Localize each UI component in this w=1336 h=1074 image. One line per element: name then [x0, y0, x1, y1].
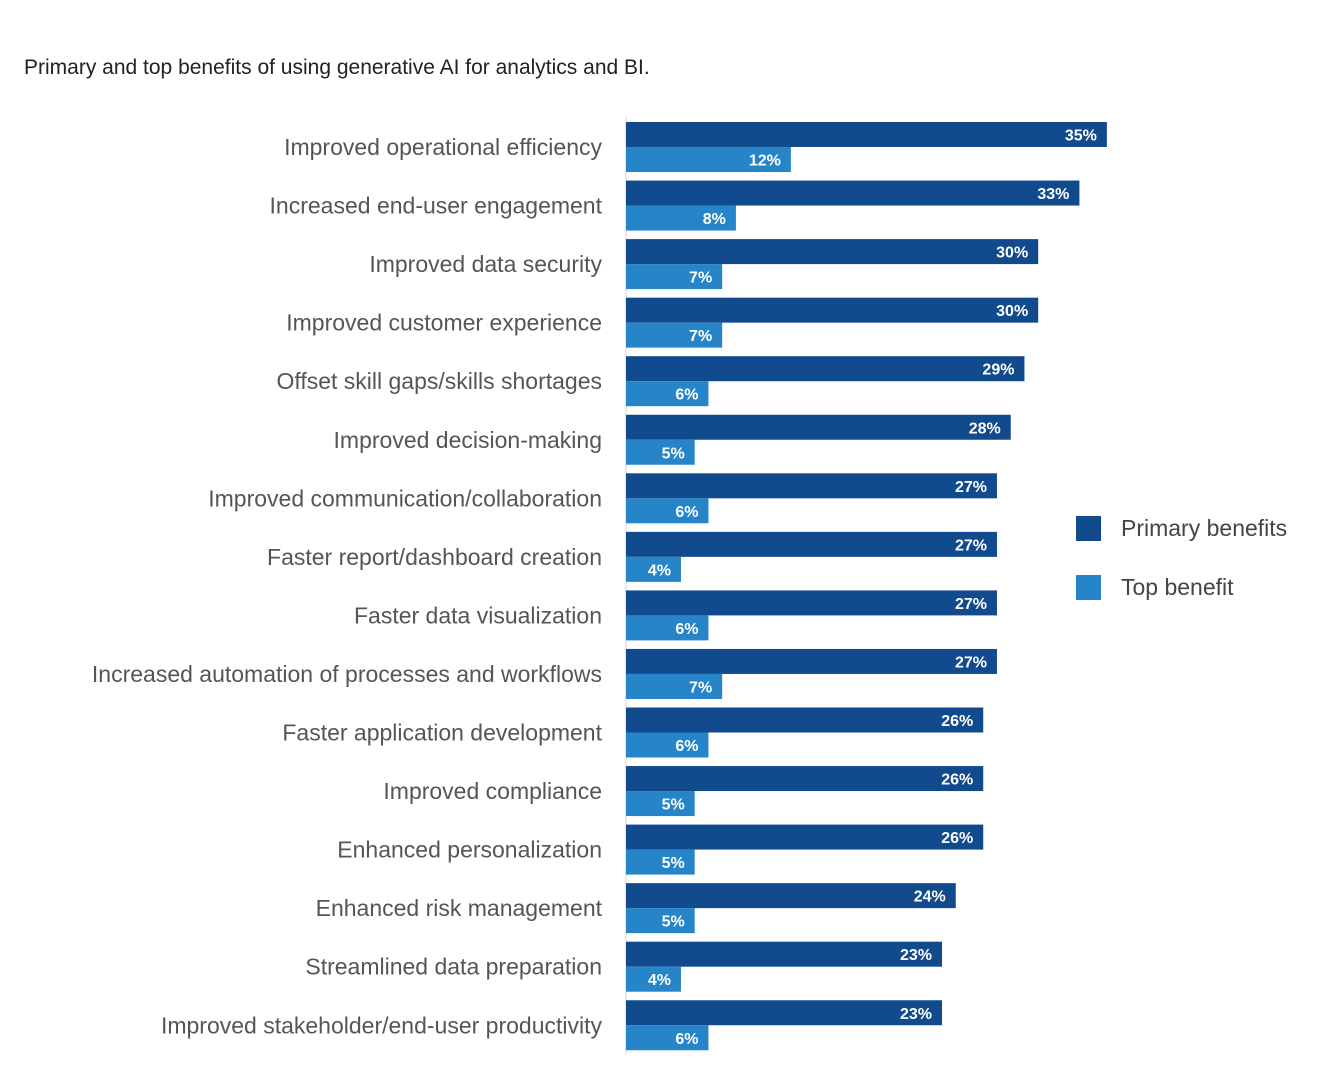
bar-primary-benefits-faster-report-dashboard-creation	[626, 531, 997, 557]
bar-top-benefit-offset-skill-gaps-skills-shortages	[626, 381, 709, 407]
value-label-top-benefit-improved-data-security: 7%	[689, 270, 712, 287]
category-label-faster-report-dashboard-creation: Faster report/dashboard creation	[267, 544, 602, 570]
category-label-improved-stakeholder-end-user-productivity: Improved stakeholder/end-user productivi…	[161, 1012, 603, 1038]
bar-top-benefit-faster-report-dashboard-creation	[626, 556, 681, 582]
value-label-top-benefit-faster-application-development: 6%	[675, 738, 698, 755]
value-label-top-benefit-improved-operational-efficiency: 12%	[749, 153, 781, 170]
value-label-top-benefit-improved-stakeholder-end-user-productivity: 6%	[675, 1031, 698, 1048]
bar-primary-benefits-improved-customer-experience	[626, 297, 1039, 323]
legend-label-top: Top benefit	[1121, 573, 1234, 600]
category-label-improved-communication-collaboration: Improved communication/collaboration	[208, 485, 602, 511]
category-label-improved-compliance: Improved compliance	[383, 778, 602, 804]
legend-swatch-primary	[1076, 515, 1101, 541]
bar-top-benefit-enhanced-personalization	[626, 849, 695, 875]
value-label-top-benefit-streamlined-data-preparation: 4%	[648, 972, 671, 989]
bar-primary-benefits-improved-decision-making	[626, 414, 1011, 440]
value-label-top-benefit-enhanced-risk-management: 5%	[662, 914, 685, 931]
category-label-improved-decision-making: Improved decision-making	[334, 427, 602, 453]
category-label-improved-data-security: Improved data security	[369, 251, 602, 277]
value-label-primary-benefits-improved-communication-collaboration: 27%	[955, 479, 987, 496]
value-label-primary-benefits-streamlined-data-preparation: 23%	[900, 947, 932, 964]
value-label-primary-benefits-faster-report-dashboard-creation: 27%	[955, 537, 987, 554]
value-label-top-benefit-improved-decision-making: 5%	[662, 445, 685, 462]
value-label-primary-benefits-improved-decision-making: 28%	[969, 420, 1001, 437]
category-label-increased-end-user-engagement: Increased end-user engagement	[270, 193, 603, 219]
bar-primary-benefits-offset-skill-gaps-skills-shortages	[626, 356, 1025, 382]
bar-top-benefit-improved-decision-making	[626, 439, 695, 465]
value-label-primary-benefits-faster-application-development: 26%	[941, 713, 973, 730]
bar-top-benefit-faster-application-development	[626, 732, 709, 758]
value-label-top-benefit-offset-skill-gaps-skills-shortages: 6%	[675, 387, 698, 404]
value-label-top-benefit-increased-end-user-engagement: 8%	[703, 211, 726, 228]
value-label-primary-benefits-improved-operational-efficiency: 35%	[1065, 128, 1097, 145]
bar-primary-benefits-enhanced-personalization	[626, 824, 984, 850]
legend-label-primary: Primary benefits	[1121, 514, 1288, 541]
value-label-top-benefit-faster-report-dashboard-creation: 4%	[648, 562, 671, 579]
value-label-primary-benefits-improved-compliance: 26%	[941, 772, 973, 789]
bar-top-benefit-improved-data-security	[626, 264, 723, 290]
bar-primary-benefits-improved-stakeholder-end-user-productivity	[626, 1000, 943, 1026]
category-label-enhanced-risk-management: Enhanced risk management	[316, 895, 603, 921]
legend-swatch-top	[1076, 574, 1101, 600]
chart-title: Primary and top benefits of using genera…	[24, 56, 650, 79]
value-label-top-benefit-increased-automation-of-processes-and-workflows: 7%	[689, 679, 712, 696]
value-label-primary-benefits-faster-data-visualization: 27%	[955, 596, 987, 613]
bar-top-benefit-increased-end-user-engagement	[626, 205, 736, 231]
bar-top-benefit-streamlined-data-preparation	[626, 966, 681, 992]
bar-top-benefit-improved-communication-collaboration	[626, 498, 709, 524]
value-label-top-benefit-improved-compliance: 5%	[662, 797, 685, 814]
legend: Primary benefits Top benefit	[1076, 512, 1287, 630]
value-label-primary-benefits-improved-stakeholder-end-user-productivity: 23%	[900, 1006, 932, 1023]
bar-primary-benefits-enhanced-risk-management	[626, 883, 956, 909]
category-label-streamlined-data-preparation: Streamlined data preparation	[305, 954, 602, 980]
value-label-primary-benefits-enhanced-risk-management: 24%	[914, 889, 946, 906]
bars-layer: Improved operational efficiency 35% 12% Inc…	[92, 122, 1107, 1051]
category-label-increased-automation-of-processes-and-workflows: Increased automation of processes and wo…	[92, 661, 602, 687]
value-label-primary-benefits-improved-data-security: 30%	[996, 245, 1028, 262]
bar-top-benefit-enhanced-risk-management	[626, 908, 695, 934]
value-label-top-benefit-faster-data-visualization: 6%	[675, 621, 698, 638]
bar-primary-benefits-improved-data-security	[626, 239, 1039, 265]
bar-primary-benefits-improved-communication-collaboration	[626, 473, 997, 499]
category-label-improved-customer-experience: Improved customer experience	[286, 310, 602, 336]
value-label-primary-benefits-increased-end-user-engagement: 33%	[1037, 186, 1069, 203]
value-label-primary-benefits-improved-customer-experience: 30%	[996, 303, 1028, 320]
value-label-top-benefit-improved-customer-experience: 7%	[689, 328, 712, 345]
bar-top-benefit-faster-data-visualization	[626, 615, 709, 641]
bar-top-benefit-improved-stakeholder-end-user-productivity	[626, 1025, 709, 1051]
value-label-primary-benefits-increased-automation-of-processes-and-workflows: 27%	[955, 654, 987, 671]
value-label-top-benefit-improved-communication-collaboration: 6%	[675, 504, 698, 521]
bar-primary-benefits-improved-operational-efficiency	[626, 122, 1107, 147]
category-label-enhanced-personalization: Enhanced personalization	[337, 837, 602, 863]
value-label-primary-benefits-offset-skill-gaps-skills-shortages: 29%	[982, 362, 1014, 379]
value-label-primary-benefits-enhanced-personalization: 26%	[941, 830, 973, 847]
category-label-faster-application-development: Faster application development	[282, 720, 602, 746]
bar-primary-benefits-faster-data-visualization	[626, 590, 997, 616]
value-label-top-benefit-enhanced-personalization: 5%	[662, 855, 685, 872]
legend-item-top: Top benefit	[1076, 571, 1287, 603]
bar-primary-benefits-increased-automation-of-processes-and-workflows	[626, 648, 997, 674]
category-label-faster-data-visualization: Faster data visualization	[354, 602, 602, 628]
bar-top-benefit-improved-customer-experience	[626, 322, 723, 348]
bar-primary-benefits-faster-application-development	[626, 707, 984, 733]
bar-top-benefit-increased-automation-of-processes-and-workflows	[626, 673, 723, 699]
category-label-improved-operational-efficiency: Improved operational efficiency	[284, 134, 602, 160]
bar-primary-benefits-streamlined-data-preparation	[626, 941, 943, 967]
bar-top-benefit-improved-compliance	[626, 791, 695, 817]
legend-item-primary: Primary benefits	[1076, 512, 1287, 544]
bar-primary-benefits-increased-end-user-engagement	[626, 180, 1080, 206]
bar-primary-benefits-improved-compliance	[626, 766, 984, 792]
category-label-offset-skill-gaps-skills-shortages: Offset skill gaps/skills shortages	[276, 368, 602, 394]
bar-top-benefit-improved-operational-efficiency	[626, 147, 791, 172]
